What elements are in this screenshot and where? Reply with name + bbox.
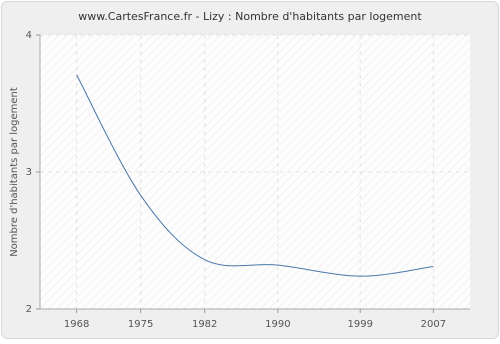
plot-area <box>40 35 470 309</box>
x-tick-label: 1975 <box>128 319 153 330</box>
y-tick-label: 2 <box>26 304 32 315</box>
y-tick-label: 3 <box>26 167 32 178</box>
data-line <box>76 74 434 277</box>
x-tick-label: 1968 <box>64 319 89 330</box>
x-tick-label: 1990 <box>265 319 290 330</box>
x-tick-label: 2007 <box>421 319 446 330</box>
y-axis-label: Nombre d'habitants par logement <box>9 87 20 257</box>
x-tick-label: 1982 <box>192 319 217 330</box>
x-tick-label: 1999 <box>347 319 372 330</box>
chart-title: www.CartesFrance.fr - Lizy : Nombre d'ha… <box>78 10 422 23</box>
y-tick-label: 4 <box>26 30 32 41</box>
